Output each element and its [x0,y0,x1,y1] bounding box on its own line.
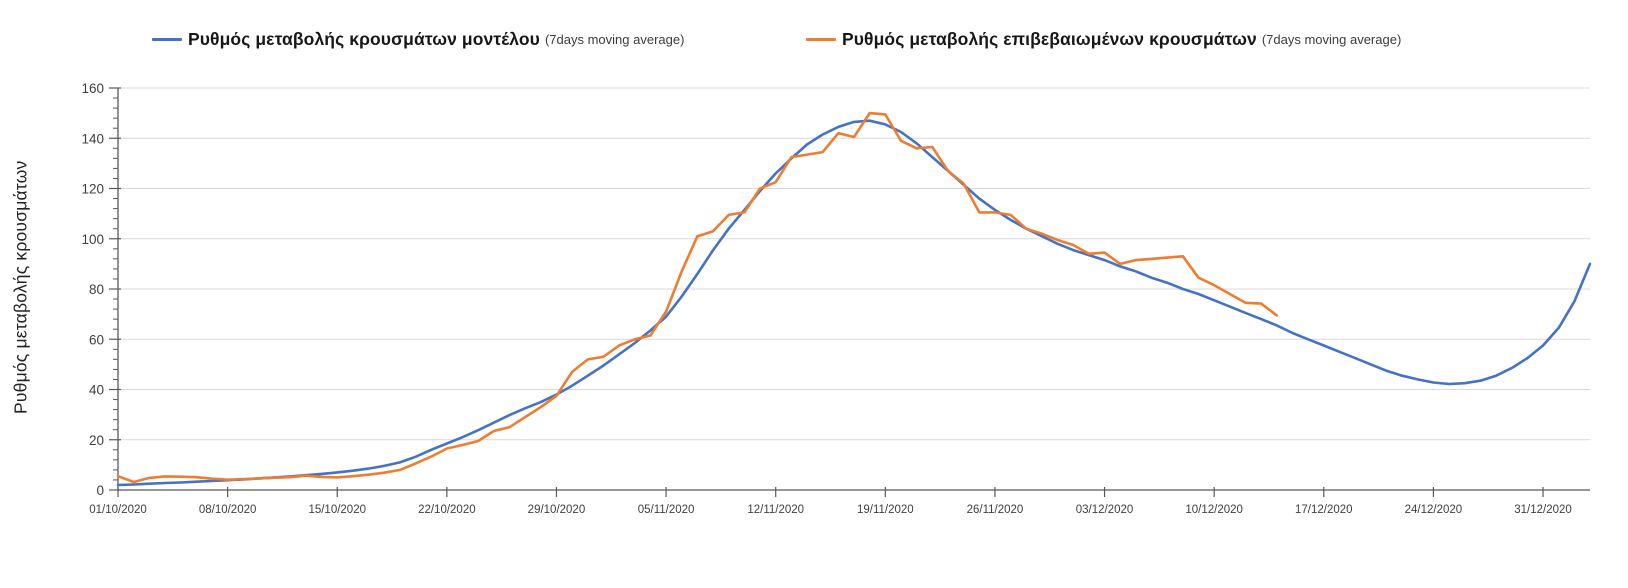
confirmed-series-line [116,111,1279,484]
y-tick-label: 40 [89,383,104,398]
x-tick-label: 08/10/2020 [199,504,257,516]
legend-item-confirmed: Ρυθμός μεταβολής επιβεβαιωμένων κρουσμάτ… [806,27,1401,51]
x-tick-label: 17/12/2020 [1295,504,1353,516]
x-tick-label: 05/11/2020 [638,504,695,516]
y-tick-label: 100 [81,232,104,247]
x-tick-label: 12/11/2020 [747,504,804,516]
x-tick-label: 24/12/2020 [1405,504,1463,516]
y-tick-label: 0 [96,483,104,498]
y-tick-label: 80 [89,282,104,297]
legend-qualifier-model: (7days moving average) [544,31,685,47]
x-tick-label: 29/10/2020 [528,504,586,516]
y-tick-label: 160 [81,81,104,96]
x-tick-label: 22/10/2020 [418,504,476,516]
y-tick-label: 60 [89,332,104,347]
x-tick-label: 15/10/2020 [308,504,366,516]
y-tick-label: 140 [81,131,104,146]
x-tick-label: 31/12/2020 [1514,504,1572,516]
y-tick-label: 20 [89,433,104,448]
confirmed-line-sample-icon [806,37,836,41]
legend-qualifier-confirmed: (7days moving average) [1261,31,1402,47]
x-tick-label: 03/12/2020 [1076,504,1134,516]
model-series-line [116,119,1592,487]
legend-item-model: Ρυθμός μεταβολής κρουσμάτων μοντέλου (7d… [152,27,684,51]
y-tick-label: 120 [81,182,104,197]
legend-label-confirmed: Ρυθμός μεταβολής επιβεβαιωμένων κρουσμάτ… [842,28,1257,49]
x-tick-label: 19/11/2020 [857,504,914,516]
x-tick-label: 01/10/2020 [89,504,147,516]
legend-label-model: Ρυθμός μεταβολής κρουσμάτων μοντέλου [188,28,540,49]
x-tick-label: 26/11/2020 [967,504,1024,516]
model-line-sample-icon [152,37,182,41]
x-tick-label: 10/12/2020 [1185,504,1243,516]
